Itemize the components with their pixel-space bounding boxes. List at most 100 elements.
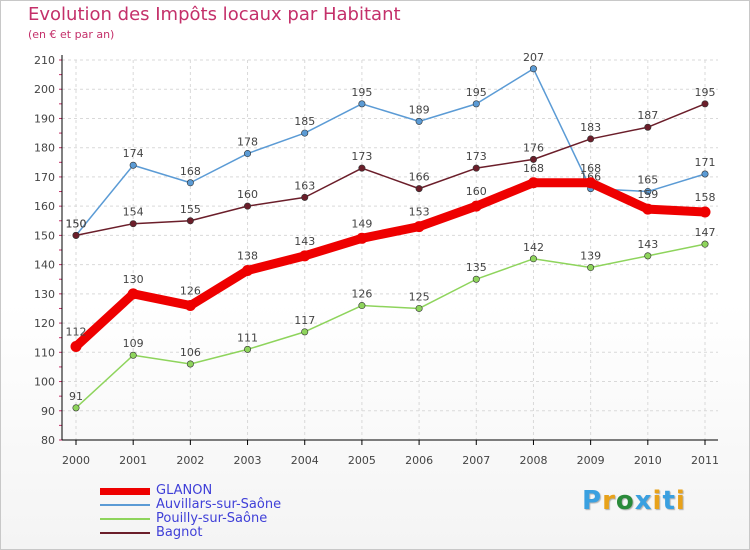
data-point-auvillars-sur-sa-ne	[644, 188, 652, 196]
legend-label-bagnot: Bagnot	[156, 525, 203, 540]
y-tick-label: 150	[34, 229, 55, 242]
data-label-glanon: 130	[123, 273, 144, 286]
data-point-glanon	[356, 232, 368, 244]
legend-swatch-glanon	[100, 488, 150, 495]
data-label-glanon: 153	[409, 206, 430, 219]
data-label-glanon: 159	[637, 188, 658, 201]
data-point-auvillars-sur-sa-ne	[472, 100, 480, 108]
data-label-pouilly-sur-sa-ne: 139	[580, 250, 601, 263]
data-point-auvillars-sur-sa-ne	[129, 161, 137, 169]
logo-letter: r	[602, 486, 616, 516]
x-tick-label: 2002	[176, 454, 204, 467]
data-label-auvillars-sur-sa-ne: 150	[66, 217, 87, 230]
data-label-pouilly-sur-sa-ne: 143	[637, 238, 658, 251]
data-label-bagnot: 187	[637, 109, 658, 122]
x-tick-label: 2001	[119, 454, 147, 467]
data-label-pouilly-sur-sa-ne: 142	[523, 241, 544, 254]
data-point-bagnot	[129, 220, 137, 228]
legend-label-auvillars: Auvillars-sur-Saône	[156, 497, 282, 512]
data-label-auvillars-sur-sa-ne: 174	[123, 147, 144, 160]
logo-letter: o	[615, 486, 635, 516]
series-line-glanon	[71, 178, 710, 351]
data-point-bagnot	[472, 164, 480, 172]
x-tick-label: 2004	[291, 454, 319, 467]
x-tick-label: 2011	[691, 454, 719, 467]
y-tick-label: 90	[41, 405, 55, 418]
data-label-glanon: 168	[523, 162, 544, 175]
data-label-glanon: 158	[695, 191, 716, 204]
data-point-glanon	[70, 340, 82, 352]
data-label-pouilly-sur-sa-ne: 125	[409, 290, 430, 303]
x-tick-label: 2000	[62, 454, 90, 467]
data-label-glanon: 143	[294, 235, 315, 248]
data-point-auvillars-sur-sa-ne	[415, 117, 423, 125]
data-point-pouilly-sur-sa-ne	[701, 240, 709, 248]
data-label-auvillars-sur-sa-ne: 207	[523, 51, 544, 64]
data-point-pouilly-sur-sa-ne	[529, 255, 537, 263]
y-tick-label: 160	[34, 200, 55, 213]
data-label-bagnot: 163	[294, 179, 315, 192]
data-label-pouilly-sur-sa-ne: 117	[294, 314, 315, 327]
y-tick-label: 130	[34, 288, 55, 301]
data-label-auvillars-sur-sa-ne: 171	[695, 156, 716, 169]
y-tick-label: 200	[34, 83, 55, 96]
data-label-auvillars-sur-sa-ne: 165	[637, 174, 658, 187]
data-point-pouilly-sur-sa-ne	[358, 302, 366, 310]
data-point-glanon	[699, 206, 711, 218]
data-point-glanon	[470, 200, 482, 212]
data-label-bagnot: 160	[237, 188, 258, 201]
data-label-pouilly-sur-sa-ne: 126	[351, 288, 372, 301]
data-label-bagnot: 166	[409, 171, 430, 184]
y-tick-label: 120	[34, 317, 55, 330]
x-tick-label: 2003	[234, 454, 262, 467]
chart-title: Evolution des Impôts locaux par Habitant	[28, 4, 401, 25]
data-label-glanon: 138	[237, 249, 258, 262]
data-point-pouilly-sur-sa-ne	[587, 264, 595, 272]
data-label-auvillars-sur-sa-ne: 178	[237, 136, 258, 149]
data-label-auvillars-sur-sa-ne: 195	[351, 86, 372, 99]
data-point-glanon	[127, 288, 139, 300]
data-label-pouilly-sur-sa-ne: 135	[466, 261, 487, 274]
data-label-pouilly-sur-sa-ne: 106	[180, 346, 201, 359]
legend-swatch-pouilly	[100, 518, 150, 520]
data-point-glanon	[527, 177, 539, 189]
y-tick-label: 80	[41, 434, 55, 447]
data-point-auvillars-sur-sa-ne	[358, 100, 366, 108]
logo-letter: i	[675, 486, 686, 516]
data-label-pouilly-sur-sa-ne: 109	[123, 337, 144, 350]
data-point-glanon	[413, 221, 425, 233]
proxiti-logo: Proxiti	[582, 486, 686, 516]
y-tick-label: 180	[34, 142, 55, 155]
data-point-bagnot	[587, 135, 595, 143]
y-tick-label: 140	[34, 259, 55, 272]
data-label-bagnot: 176	[523, 141, 544, 154]
logo-letter: P	[582, 486, 603, 516]
data-point-bagnot	[244, 202, 252, 210]
legend-label-pouilly: Pouilly-sur-Saône	[156, 511, 268, 526]
data-point-glanon	[299, 250, 311, 262]
logo-letter: i	[652, 486, 663, 516]
data-point-bagnot	[644, 123, 652, 131]
data-point-bagnot	[415, 185, 423, 193]
y-tick-label: 190	[34, 112, 55, 125]
data-label-auvillars-sur-sa-ne: 185	[294, 115, 315, 128]
y-tick-label: 170	[34, 171, 55, 184]
data-point-auvillars-sur-sa-ne	[301, 129, 309, 137]
data-label-bagnot: 155	[180, 203, 201, 216]
data-label-glanon: 112	[66, 325, 87, 338]
x-tick-label: 2005	[348, 454, 376, 467]
data-point-pouilly-sur-sa-ne	[244, 345, 252, 353]
data-point-pouilly-sur-sa-ne	[72, 404, 80, 412]
data-point-auvillars-sur-sa-ne	[701, 170, 709, 178]
series-line-pouilly-sur-sa-ne	[75, 243, 706, 409]
logo-letter: x	[634, 486, 653, 516]
chart-subtitle: (en € et par an)	[28, 28, 115, 41]
data-label-auvillars-sur-sa-ne: 189	[409, 103, 430, 116]
data-point-bagnot	[701, 100, 709, 108]
data-point-pouilly-sur-sa-ne	[472, 275, 480, 283]
data-label-pouilly-sur-sa-ne: 147	[695, 226, 716, 239]
data-label-glanon: 126	[180, 285, 201, 298]
data-point-pouilly-sur-sa-ne	[129, 351, 137, 359]
